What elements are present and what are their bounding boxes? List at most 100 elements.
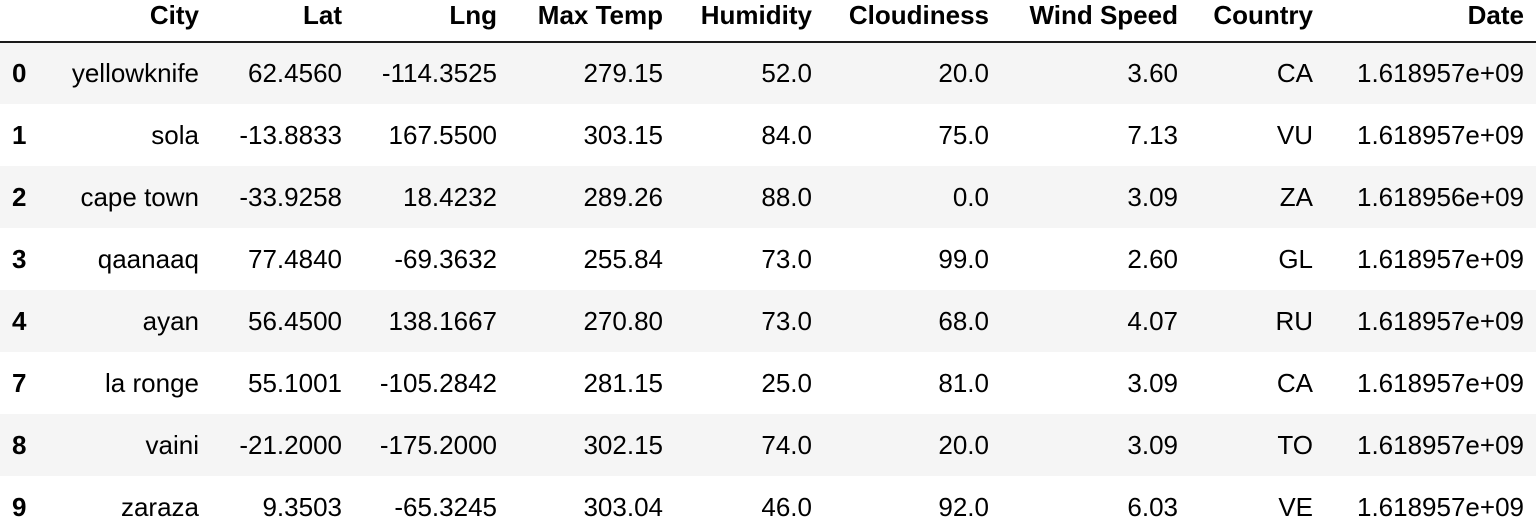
cell-max-temp: 255.84 [583, 243, 663, 274]
cell-humidity: 73.0 [761, 243, 812, 274]
cell-max-temp: 302.15 [583, 429, 663, 460]
table-header: City Lat Lng Max Temp Humidity Cloudines… [0, 0, 1536, 43]
table-body: 0 yellowknife 62.4560 -114.3525 279.15 52.0 20… [0, 42, 1536, 522]
cell-lng: 167.5500 [388, 119, 497, 150]
cell-humidity: 74.0 [761, 429, 812, 460]
row-index: 4 [12, 305, 27, 336]
cell-wind-speed: 3.09 [1127, 181, 1178, 212]
cell-lat: 9.3503 [262, 491, 342, 522]
cell-lng: -69.3632 [394, 243, 497, 274]
cell-city: ayan [142, 305, 199, 336]
table-row: 7 la ronge 55.1001 -105.2842 281.15 25.0 81.0 3… [0, 352, 1536, 414]
cell-wind-speed: 7.13 [1127, 119, 1178, 150]
table-row: 9 zaraza 9.3503 -65.3245 303.04 46.0 92.0 6.03 V… [0, 476, 1536, 522]
cell-date: 1.618957e+09 [1356, 119, 1524, 150]
cell-cloudiness: 75.0 [938, 119, 989, 150]
cell-cloudiness: 81.0 [938, 367, 989, 398]
column-header-wind-speed: Wind Speed [1001, 0, 1190, 43]
cell-wind-speed: 3.09 [1127, 367, 1178, 398]
column-header-country: Country [1190, 0, 1325, 43]
cell-country: ZA [1279, 181, 1313, 212]
row-index: 7 [12, 367, 27, 398]
cell-humidity: 52.0 [761, 58, 812, 88]
cell-lat: -33.9258 [239, 181, 342, 212]
cell-date: 1.618957e+09 [1356, 491, 1524, 522]
cell-city: la ronge [105, 367, 199, 398]
cell-max-temp: 289.26 [583, 181, 663, 212]
cell-city: sola [151, 119, 199, 150]
cell-humidity: 73.0 [761, 305, 812, 336]
cell-wind-speed: 3.60 [1127, 58, 1178, 88]
header-row: City Lat Lng Max Temp Humidity Cloudines… [0, 0, 1536, 43]
cell-max-temp: 281.15 [583, 367, 663, 398]
cell-country: RU [1275, 305, 1313, 336]
index-header [0, 0, 46, 43]
cell-lat: 62.4560 [248, 58, 342, 88]
row-index: 8 [12, 429, 27, 460]
column-header-max-temp: Max Temp [509, 0, 675, 43]
table-row: 8 vaini -21.2000 -175.2000 302.15 74.0 20.0 3.0… [0, 414, 1536, 476]
column-header-cloudiness: Cloudiness [824, 0, 1001, 43]
cell-city: qaanaaq [97, 243, 199, 274]
row-index: 2 [12, 181, 27, 212]
cell-max-temp: 303.04 [583, 491, 663, 522]
cell-humidity: 84.0 [761, 119, 812, 150]
cell-cloudiness: 20.0 [938, 58, 989, 88]
column-header-lng: Lng [354, 0, 509, 43]
cell-lat: -21.2000 [239, 429, 342, 460]
cell-city: vaini [145, 429, 199, 460]
cell-country: VE [1278, 491, 1313, 522]
cell-lat: 56.4500 [248, 305, 342, 336]
table-row: 4 ayan 56.4500 138.1667 270.80 73.0 68.0 4.07 RU… [0, 290, 1536, 352]
cell-cloudiness: 0.0 [952, 181, 989, 212]
cell-city: cape town [80, 181, 199, 212]
cell-wind-speed: 4.07 [1127, 305, 1178, 336]
cell-lng: -105.2842 [379, 367, 497, 398]
cell-date: 1.618957e+09 [1356, 429, 1524, 460]
cell-country: CA [1276, 367, 1313, 398]
cell-date: 1.618957e+09 [1356, 243, 1524, 274]
cell-max-temp: 270.80 [583, 305, 663, 336]
column-header-date: Date [1325, 0, 1536, 43]
cell-lng: -114.3525 [381, 58, 497, 88]
cell-wind-speed: 2.60 [1127, 243, 1178, 274]
cell-lng: -65.3245 [394, 491, 497, 522]
cell-city: zaraza [120, 491, 199, 522]
cell-date: 1.618956e+09 [1356, 181, 1524, 212]
cell-cloudiness: 68.0 [938, 305, 989, 336]
row-index: 1 [12, 119, 27, 150]
cell-city: yellowknife [71, 58, 199, 88]
cell-max-temp: 303.15 [583, 119, 663, 150]
row-index: 0 [12, 58, 27, 88]
cell-country: GL [1278, 243, 1313, 274]
cell-cloudiness: 99.0 [938, 243, 989, 274]
cell-date: 1.618957e+09 [1356, 367, 1524, 398]
cell-max-temp: 279.15 [583, 58, 663, 88]
cell-wind-speed: 6.03 [1127, 491, 1178, 522]
table-row: 0 yellowknife 62.4560 -114.3525 279.15 52.0 20… [0, 42, 1536, 104]
column-header-city: City [46, 0, 211, 43]
column-header-humidity: Humidity [675, 0, 824, 43]
cell-lng: 18.4232 [403, 181, 497, 212]
cell-lng: 138.1667 [388, 305, 497, 336]
row-index: 9 [12, 491, 27, 522]
table-row: 3 qaanaaq 77.4840 -69.3632 255.84 73.0 99.0 2.6… [0, 228, 1536, 290]
cell-country: CA [1276, 58, 1313, 88]
cell-lng: -175.2000 [379, 429, 497, 460]
column-header-lat: Lat [211, 0, 354, 43]
table-row: 2 cape town -33.9258 18.4232 289.26 88.0 0.0 3.… [0, 166, 1536, 228]
row-index: 3 [12, 243, 27, 274]
cell-date: 1.618957e+09 [1356, 58, 1524, 88]
cell-humidity: 46.0 [761, 491, 812, 522]
cell-humidity: 25.0 [761, 367, 812, 398]
cell-humidity: 88.0 [761, 181, 812, 212]
cell-lat: 77.4840 [248, 243, 342, 274]
cell-date: 1.618957e+09 [1356, 305, 1524, 336]
cell-country: TO [1277, 429, 1313, 460]
cell-country: VU [1276, 119, 1313, 150]
cell-cloudiness: 92.0 [938, 491, 989, 522]
cell-cloudiness: 20.0 [938, 429, 989, 460]
cell-lat: -13.8833 [239, 119, 342, 150]
